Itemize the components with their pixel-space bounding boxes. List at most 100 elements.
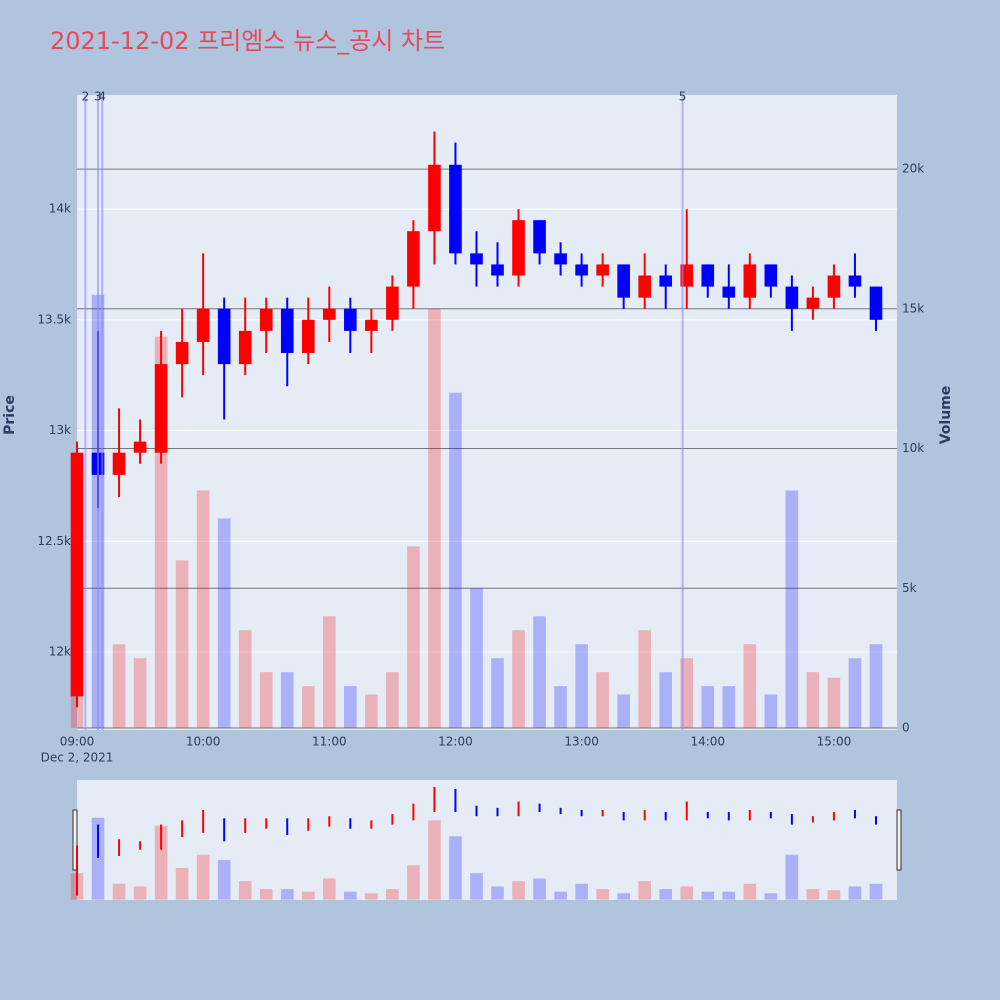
volume-bar [617, 694, 630, 729]
volume-bar [323, 616, 336, 729]
volume-bar [112, 644, 126, 729]
x-tick-label: 14:00 [690, 735, 725, 749]
volume-bar [428, 308, 441, 729]
slider-volume-bar [280, 889, 294, 900]
y2-tick-label: 15k [902, 301, 924, 315]
volume-bar [533, 616, 546, 729]
range-slider[interactable] [77, 780, 897, 900]
volume-bar [848, 658, 862, 729]
volume-bar [638, 630, 651, 729]
candle-body [554, 253, 567, 265]
candle-body [407, 231, 420, 287]
volume-bar [680, 658, 694, 729]
volume-bar [827, 677, 841, 729]
y2-tick-label: 20k [902, 162, 924, 176]
volume-bar [659, 672, 673, 729]
volume-bar [470, 588, 483, 729]
slider-volume-bar [743, 883, 757, 900]
volume-bar [596, 672, 609, 729]
candle-body [154, 364, 168, 453]
y-tick-label: 14k [49, 202, 71, 216]
slider-volume-bar [680, 886, 694, 900]
volume-bar [344, 686, 357, 729]
candle-body [827, 275, 841, 298]
slider-volume-bar [154, 825, 168, 900]
slider-volume-bar [301, 891, 315, 900]
volume-bar [869, 644, 883, 729]
y2-tick-label: 5k [902, 581, 917, 595]
slider-handle[interactable] [72, 809, 78, 871]
slider-volume-bar [554, 891, 567, 900]
candle-body [470, 253, 483, 265]
slider-volume-bar [764, 893, 778, 900]
slider-volume-bar [701, 891, 715, 900]
candle-body [575, 264, 588, 276]
volume-bar [301, 686, 315, 729]
volume-bar [238, 630, 252, 729]
volume-bar [785, 490, 799, 729]
slider-volume-bar [785, 854, 799, 900]
volume-bar [133, 658, 147, 729]
slider-volume-bar [407, 865, 420, 900]
candle-body [638, 275, 651, 298]
candle-body [344, 308, 357, 331]
volume-bar [701, 686, 715, 729]
volume-bar [175, 560, 189, 729]
candle-body [659, 275, 673, 287]
slider-volume-bar [428, 820, 441, 900]
candle-body [428, 164, 441, 232]
slider-volume-bar [449, 836, 462, 900]
x-date-label: Dec 2, 2021 [41, 751, 114, 765]
volume-bar [259, 672, 273, 729]
volume-bar [554, 686, 567, 729]
slider-volume-bar [91, 817, 105, 900]
candle-body [617, 264, 630, 298]
volume-bar [806, 672, 820, 729]
slider-volume-bar [112, 883, 126, 900]
slider-volume-bar [344, 891, 357, 900]
volume-bar [764, 694, 778, 729]
volume-bar [722, 686, 736, 729]
candle-body [743, 264, 757, 298]
y-tick-label: 12k [49, 645, 71, 659]
y-tick-label: 13k [49, 423, 71, 437]
slider-volume-bar [196, 854, 210, 900]
y2-tick-label: 10k [902, 441, 924, 455]
candle-body [806, 297, 820, 309]
candle-body [848, 275, 862, 287]
candle-body [533, 220, 546, 254]
y2-tick-label: 0 [902, 721, 910, 735]
volume-bar [575, 644, 588, 729]
slider-volume-bar [386, 889, 399, 900]
y-axis-title: Price [2, 395, 18, 435]
candle-body [449, 164, 462, 254]
slider-volume-bar [512, 881, 525, 900]
candle-body [596, 264, 609, 276]
candle-body [365, 319, 378, 331]
volume-bar [407, 546, 420, 729]
slider-handle[interactable] [896, 809, 902, 871]
slider-volume-bar [323, 878, 336, 900]
slider-volume-bar [175, 867, 189, 900]
volume-bar [365, 694, 378, 729]
candle-body [680, 264, 694, 287]
plot-area [77, 95, 897, 730]
candle-body [196, 308, 210, 342]
slider-volume-bar [722, 891, 736, 900]
candle-body [386, 286, 399, 320]
slider-volume-bar [617, 893, 630, 900]
slider-volume-bar [827, 890, 841, 900]
news-label: 2 [82, 90, 90, 104]
candle-body [133, 441, 147, 453]
candle-body [512, 220, 525, 276]
slider-volume-bar [217, 860, 231, 900]
candle-body [764, 264, 778, 287]
candle-body [112, 452, 126, 475]
slider-volume-bar [491, 886, 504, 900]
y2-axis-title: Volume [938, 386, 954, 445]
candle-body [238, 330, 252, 365]
candle-body [722, 286, 736, 298]
volume-bar [491, 658, 504, 729]
slider-volume-bar [869, 883, 883, 900]
